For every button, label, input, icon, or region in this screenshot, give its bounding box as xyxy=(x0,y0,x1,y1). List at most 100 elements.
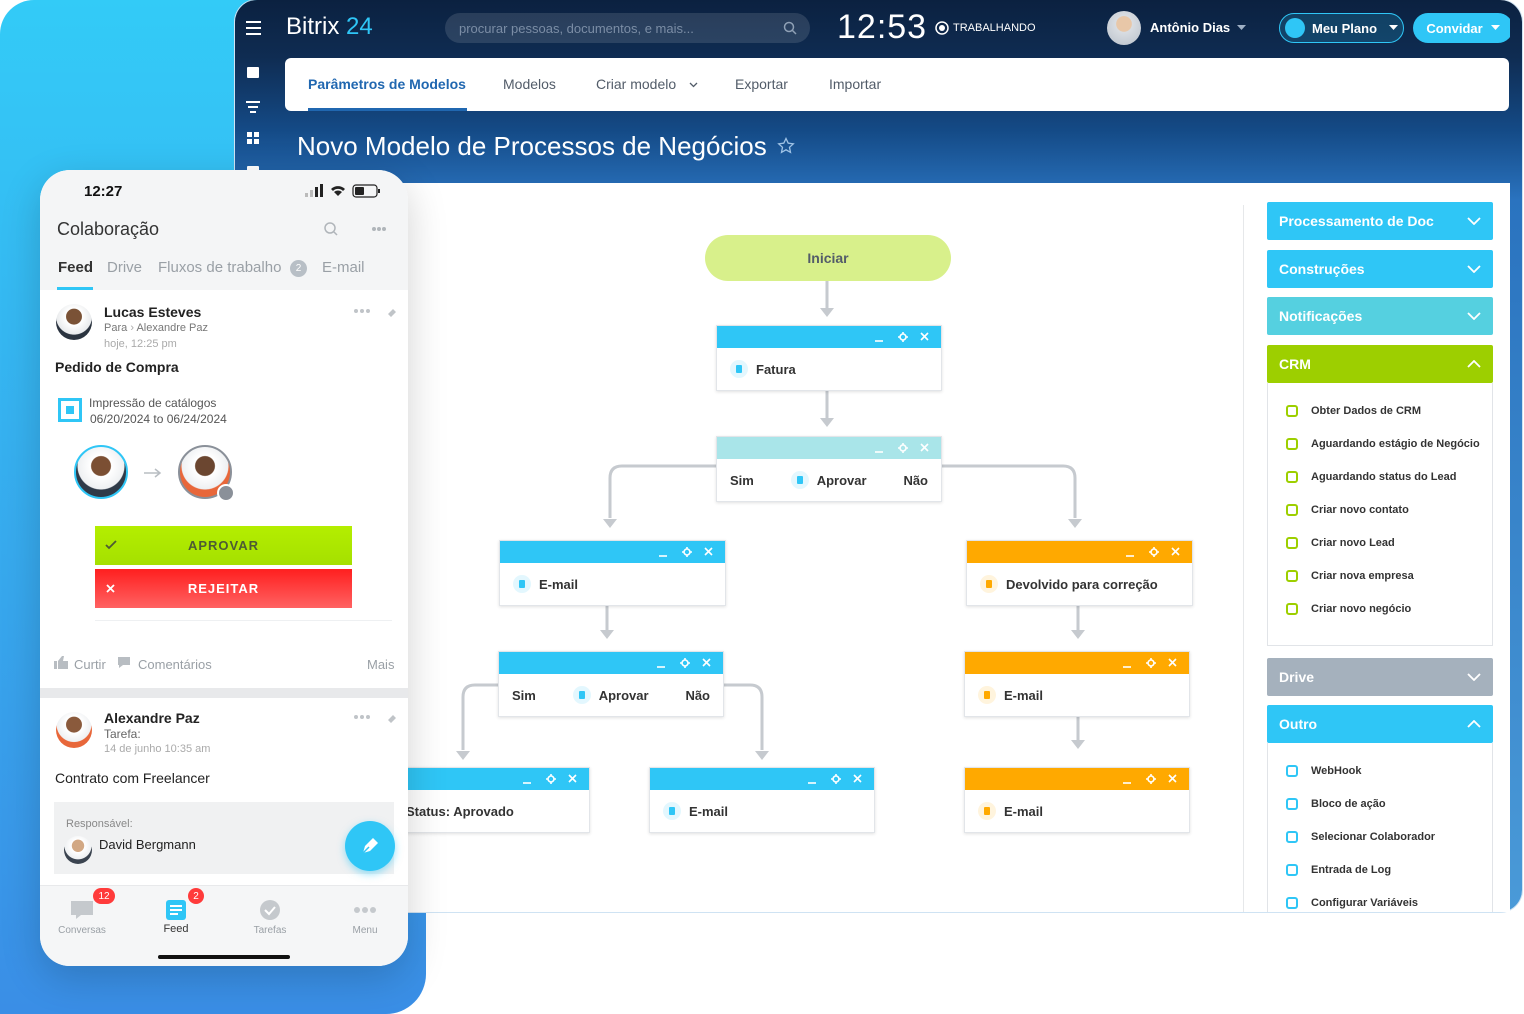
post-author[interactable]: Alexandre Paz xyxy=(104,710,200,726)
shape xyxy=(1071,740,1085,749)
flow-node[interactable]: E-mail xyxy=(499,540,726,606)
sidebar-section-header[interactable]: Processamento de Doc xyxy=(1267,202,1493,240)
node-controls[interactable] xyxy=(657,546,719,558)
work-status[interactable]: TRABALHANDO xyxy=(953,22,1036,34)
sidebar-item[interactable]: Criar novo negócio xyxy=(1311,602,1412,615)
flow-node[interactable]: Sim Aprovar Não xyxy=(716,436,942,502)
node-icon xyxy=(572,686,591,704)
sidebar-item[interactable]: Criar nova empresa xyxy=(1311,569,1414,582)
icon-glyph xyxy=(578,691,585,699)
section-title: Outro xyxy=(1279,716,1318,732)
reject-button[interactable]: REJEITAR xyxy=(95,569,352,608)
sidebar-section-header[interactable]: Construções xyxy=(1267,249,1493,288)
node-header xyxy=(367,768,589,790)
flow-node[interactable]: Devolvido para correção xyxy=(966,540,1193,606)
shape xyxy=(783,21,795,33)
compose-button[interactable] xyxy=(345,821,395,871)
sidebar-item[interactable]: Bloco de ação xyxy=(1311,798,1386,810)
like-button[interactable]: Curtir xyxy=(74,657,106,672)
sidebar-item[interactable]: Criar novo contato xyxy=(1311,503,1409,516)
more-button[interactable]: Mais xyxy=(367,657,395,672)
invite-button[interactable]: Convidar xyxy=(1413,13,1510,43)
sidebar-item[interactable]: Aguardando status do Lead xyxy=(1311,470,1457,483)
sidebar-item[interactable]: WebHook xyxy=(1311,765,1362,777)
mobile-header-actions[interactable] xyxy=(323,221,393,237)
node-controls[interactable] xyxy=(1124,546,1186,558)
shape xyxy=(372,227,386,231)
tab[interactable]: Importar xyxy=(829,76,882,92)
node-controls[interactable] xyxy=(521,773,583,785)
node-controls[interactable] xyxy=(873,442,935,454)
shape: › xyxy=(130,322,134,334)
flow-node[interactable]: E-mail xyxy=(649,767,875,833)
tab-bar xyxy=(285,58,1509,111)
shape xyxy=(334,190,342,196)
approve-button[interactable]: APROVAR xyxy=(95,526,352,565)
mobile-tab[interactable]: Drive xyxy=(107,259,143,276)
sidebar-item[interactable]: Selecionar Colaborador xyxy=(1311,831,1436,843)
sidebar-section-header[interactable]: Drive xyxy=(1267,657,1493,696)
shape xyxy=(791,29,797,35)
mobile-tab[interactable]: Fluxos de trabalho xyxy=(158,259,282,276)
user-name[interactable]: Antônio Dias xyxy=(1150,20,1231,35)
nav-item[interactable]: Menu xyxy=(352,925,378,936)
post-actions[interactable] xyxy=(353,305,399,319)
node-header xyxy=(965,768,1189,790)
mobile-tab-badge: 2 xyxy=(290,260,307,277)
section-title: Notificações xyxy=(1279,308,1363,324)
tab-active[interactable]: Parâmetros de Modelos xyxy=(308,76,466,92)
post-recipient: Alexandre Paz xyxy=(136,322,208,334)
node-body: Devolvido para correção xyxy=(967,563,1192,605)
flow-node[interactable]: E-mail xyxy=(964,651,1190,717)
post-actions[interactable] xyxy=(353,711,399,725)
start-node[interactable]: Iniciar xyxy=(705,235,951,281)
post-author[interactable]: Lucas Esteves xyxy=(104,304,202,320)
node-controls[interactable] xyxy=(1121,657,1183,669)
responsible-avatar xyxy=(64,836,92,864)
shape xyxy=(680,658,690,668)
flow-node[interactable]: Fatura xyxy=(716,325,942,391)
shape xyxy=(1150,548,1158,556)
favorite-star[interactable] xyxy=(777,137,795,155)
sidebar-item[interactable]: Obter Dados de CRM xyxy=(1311,404,1422,417)
nav-item[interactable]: Conversas xyxy=(58,925,106,936)
sidebar-item[interactable]: Criar novo Lead xyxy=(1311,536,1395,549)
sidebar-item[interactable]: Aguardando estágio de Negócio xyxy=(1311,437,1480,450)
user-avatar[interactable] xyxy=(1107,11,1141,45)
responsible-name: David Bergmann xyxy=(99,837,196,852)
node-controls[interactable] xyxy=(1121,773,1183,785)
flow-node[interactable]: Sim Aprovar Não xyxy=(498,651,724,717)
sidebar-item[interactable]: Configurar Variáveis xyxy=(1311,897,1418,909)
sidebar-section-header[interactable]: CRM xyxy=(1267,344,1493,383)
sidebar-item[interactable]: Entrada de Log xyxy=(1311,864,1392,876)
tab[interactable]: Criar modelo xyxy=(596,76,677,92)
flow-node[interactable]: E-mail xyxy=(964,767,1190,833)
tab[interactable]: Exportar xyxy=(735,76,788,92)
node-label: E-mail xyxy=(1004,687,1044,703)
plan-button[interactable]: Meu Plano xyxy=(1279,13,1404,43)
item-icon xyxy=(1286,798,1298,810)
mobile-tab[interactable]: E-mail xyxy=(322,259,365,276)
mobile-tab-active[interactable]: Feed xyxy=(58,259,94,276)
item-icon xyxy=(1286,765,1298,777)
node-label: Status: Aprovado xyxy=(406,803,514,819)
tab[interactable]: Modelos xyxy=(503,76,556,92)
item-icon xyxy=(1286,437,1298,450)
shape xyxy=(820,308,834,317)
comments-button[interactable]: Comentários xyxy=(138,657,212,672)
node-icon xyxy=(663,802,681,820)
nav-item-active[interactable]: Feed xyxy=(163,923,189,935)
shape xyxy=(54,661,57,669)
search-box[interactable]: procurar pessoas, documentos, e mais... xyxy=(445,13,810,43)
node-controls[interactable] xyxy=(655,657,717,669)
node-icon xyxy=(730,360,748,378)
shape xyxy=(1467,359,1481,368)
node-controls[interactable] xyxy=(806,773,868,785)
sidebar-section-header[interactable]: Outro xyxy=(1267,705,1493,743)
nav-item[interactable]: Tarefas xyxy=(253,925,287,936)
shape xyxy=(331,186,345,191)
shape xyxy=(546,774,556,784)
shape xyxy=(939,25,945,31)
sidebar-section-header[interactable]: Notificações xyxy=(1267,297,1493,335)
node-controls[interactable] xyxy=(873,331,935,343)
